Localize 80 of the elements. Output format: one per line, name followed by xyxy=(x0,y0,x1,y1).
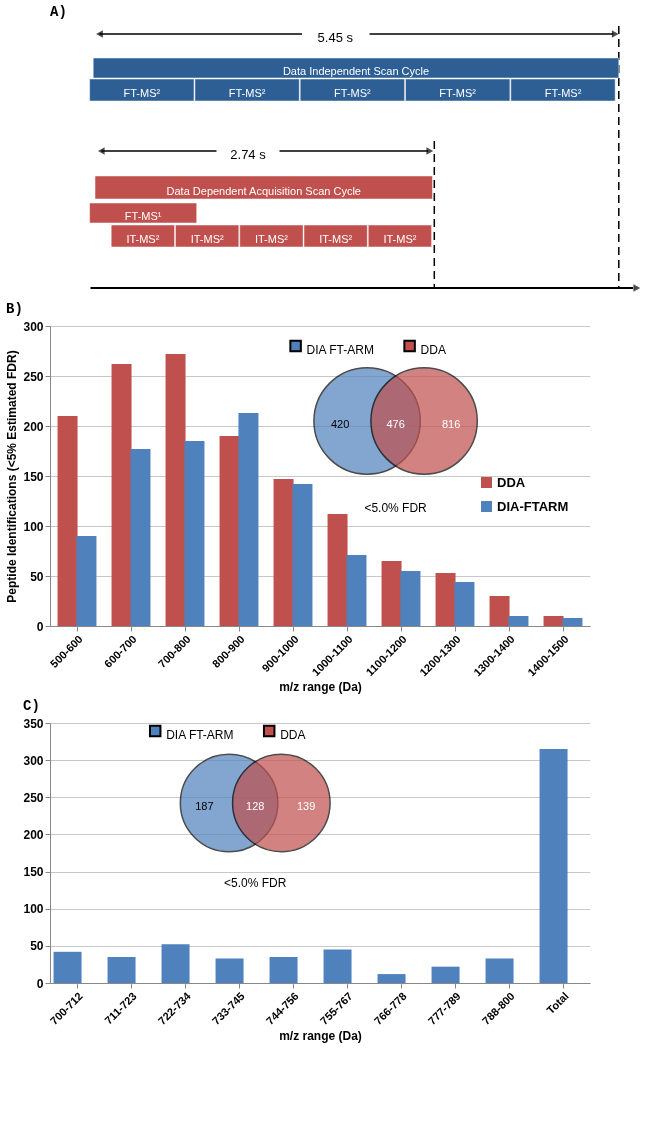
text: IT-MS² xyxy=(254,233,289,245)
y-tick-label: 100 xyxy=(23,519,44,534)
bar xyxy=(562,618,583,626)
y-tick-label: 200 xyxy=(23,419,44,434)
bar xyxy=(184,441,205,626)
legend-label: DDA xyxy=(497,474,526,490)
chart-title: C) xyxy=(22,698,40,714)
bar xyxy=(165,354,186,626)
annotation: <5.0% FDR xyxy=(224,876,287,890)
y-tick-label: 150 xyxy=(23,469,44,484)
bar xyxy=(161,944,190,983)
text: IT-MS² xyxy=(383,233,417,245)
bar xyxy=(435,573,456,626)
y-tick-label: 50 xyxy=(30,569,44,584)
bar xyxy=(454,582,475,626)
y-tick-label: 150 xyxy=(23,865,44,880)
y-tick-label: 200 xyxy=(23,827,44,842)
x-axis-title: m/z range (Da) xyxy=(279,1028,362,1043)
annotation: 476 xyxy=(386,418,405,430)
y-tick-label: 100 xyxy=(23,902,44,917)
bar xyxy=(219,436,240,626)
bar xyxy=(327,514,348,626)
y-tick-label: 50 xyxy=(30,939,44,954)
annotation: 816 xyxy=(441,418,461,430)
chart-title: B) xyxy=(5,301,23,317)
x-axis-title: m/z range (Da) xyxy=(279,680,362,695)
annotation: <5.0% FDR xyxy=(364,501,428,515)
y-tick-label: 250 xyxy=(23,790,44,805)
bar xyxy=(489,596,510,626)
y-tick-label: 250 xyxy=(23,369,44,384)
text: IT-MS² xyxy=(319,233,353,245)
bar xyxy=(323,949,352,983)
text: 5.45 s xyxy=(317,30,354,45)
y-axis-title: Peptide Identifications (<5% Estimated FDR) xyxy=(5,350,20,603)
annotation: DDA xyxy=(420,343,446,357)
y-tick-label: 300 xyxy=(23,753,44,768)
text: FT-MS² xyxy=(439,87,477,99)
bar xyxy=(107,957,136,983)
bar xyxy=(485,958,514,983)
text: FT-MS² xyxy=(334,87,372,99)
legend-label: DIA-FTARM xyxy=(497,498,569,514)
bar xyxy=(508,616,529,626)
annotation: DIA FT-ARM xyxy=(166,728,234,742)
bar xyxy=(215,958,244,983)
text: FT-MS² xyxy=(544,87,582,99)
text: IT-MS² xyxy=(126,233,160,245)
bar xyxy=(57,416,78,626)
bar xyxy=(346,555,367,626)
bar xyxy=(292,484,313,626)
bar xyxy=(111,364,132,626)
y-tick-label: 300 xyxy=(23,319,44,334)
bar xyxy=(400,571,421,626)
text: IT-MS² xyxy=(190,233,224,245)
text: FT-MS² xyxy=(123,87,161,99)
bar xyxy=(53,951,82,983)
bar xyxy=(381,561,402,626)
annotation: DIA FT-ARM xyxy=(306,343,374,357)
annotation: 139 xyxy=(296,800,316,812)
bar xyxy=(543,616,564,626)
bar xyxy=(273,479,294,626)
bar xyxy=(76,536,97,626)
y-tick-label: 350 xyxy=(23,716,44,731)
bar xyxy=(238,413,259,626)
text: FT-MS¹ xyxy=(124,210,162,222)
bar xyxy=(130,449,151,626)
annotation: 187 xyxy=(195,800,214,812)
bar xyxy=(539,749,568,983)
annotation: 420 xyxy=(330,418,350,430)
bar xyxy=(431,966,460,983)
text: Data Dependent Acquisition Scan Cycle xyxy=(166,184,361,197)
text: Data Independent Scan Cycle xyxy=(282,65,430,77)
bar xyxy=(377,974,406,983)
text: 2.74 s xyxy=(230,147,267,162)
text: FT-MS² xyxy=(228,87,266,99)
annotation: DDA xyxy=(280,728,306,742)
annotation: 128 xyxy=(246,800,265,812)
y-tick-label: 0 xyxy=(36,976,44,991)
y-tick-label: 0 xyxy=(36,619,44,634)
bar xyxy=(269,957,298,983)
text: A) xyxy=(50,4,67,20)
